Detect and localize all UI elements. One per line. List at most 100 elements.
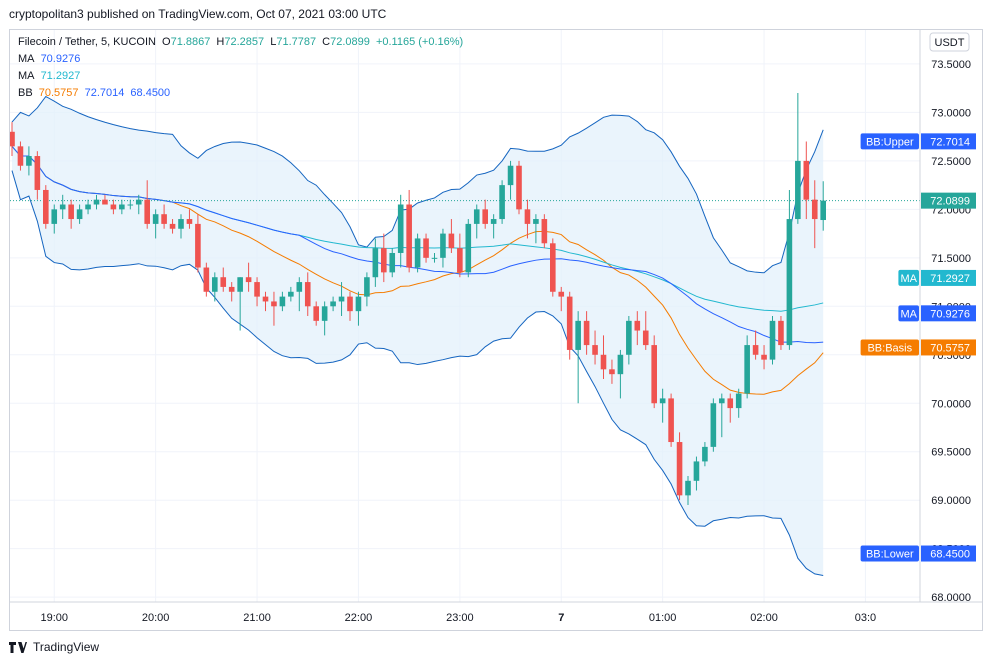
candle bbox=[786, 189, 793, 350]
candle-body bbox=[769, 320, 776, 360]
price-label-value: 70.5757 bbox=[930, 342, 970, 354]
candle-body bbox=[254, 282, 260, 297]
candle bbox=[321, 301, 328, 336]
candle bbox=[659, 388, 666, 423]
x-tick-label: 03:0 bbox=[855, 612, 876, 624]
legend-o-label: O bbox=[162, 36, 171, 48]
candle-body bbox=[389, 252, 396, 273]
candle-body bbox=[110, 204, 117, 210]
price-label-name: MA bbox=[900, 273, 917, 285]
candle-body bbox=[702, 446, 708, 462]
candle bbox=[144, 180, 150, 229]
candle bbox=[440, 228, 446, 268]
legend-ma1-value: 70.9276 bbox=[40, 53, 81, 65]
currency-badge-box bbox=[929, 32, 970, 52]
candle-body bbox=[431, 257, 438, 259]
price-label-name: BB:Basis bbox=[867, 342, 912, 354]
price-label-tag bbox=[898, 269, 919, 286]
candle-body bbox=[76, 209, 83, 220]
candle-body bbox=[609, 369, 615, 375]
candle bbox=[178, 214, 184, 239]
candle-body bbox=[473, 209, 480, 224]
candle bbox=[617, 349, 624, 399]
candle bbox=[516, 160, 522, 215]
candle bbox=[203, 262, 210, 297]
y-tick-label: 69.0000 bbox=[931, 495, 971, 507]
candle bbox=[68, 199, 74, 229]
currency-badge-label: USDT bbox=[935, 37, 965, 49]
candle bbox=[330, 296, 336, 312]
candle bbox=[761, 345, 767, 370]
y-tick-label: 70.0000 bbox=[931, 398, 971, 410]
candle-body bbox=[119, 204, 125, 210]
x-tick-label: 20:00 bbox=[142, 612, 170, 624]
candle bbox=[609, 359, 615, 384]
legend-ma2-label: MA bbox=[18, 70, 35, 82]
y-tick-label: 68.0000 bbox=[931, 592, 971, 604]
candle bbox=[355, 291, 362, 326]
candle-body bbox=[271, 301, 277, 307]
price-label: BB:Basis 70.5757 bbox=[860, 339, 976, 356]
bollinger-upper-line bbox=[11, 95, 824, 274]
y-tick-label: 72.5000 bbox=[931, 156, 971, 168]
candle-body bbox=[330, 301, 336, 307]
candle-body bbox=[26, 156, 32, 166]
price-label-box bbox=[921, 192, 976, 209]
legend-low: 71.7787 bbox=[276, 36, 317, 48]
candle-body bbox=[583, 320, 590, 346]
price-label-box bbox=[921, 269, 976, 286]
currency-badge: USDT bbox=[929, 32, 970, 52]
legend-bb-basis: 70.5757 bbox=[38, 87, 79, 99]
candle-body bbox=[220, 277, 227, 287]
candle bbox=[626, 316, 632, 365]
candle-body bbox=[448, 233, 455, 249]
candle bbox=[338, 282, 345, 316]
candle-body bbox=[752, 345, 759, 355]
price-label-tag bbox=[860, 339, 919, 356]
candle bbox=[228, 282, 235, 302]
candle bbox=[693, 456, 700, 491]
candle-body bbox=[423, 238, 429, 258]
plot-area bbox=[10, 30, 920, 602]
legend-bb-label: BB bbox=[18, 87, 33, 99]
candle-body bbox=[693, 461, 700, 481]
candle bbox=[127, 199, 134, 210]
price-label-value: 72.7014 bbox=[930, 136, 970, 148]
candle-body bbox=[719, 398, 725, 404]
candle-body bbox=[279, 296, 286, 307]
candle-body bbox=[212, 277, 218, 292]
candle bbox=[651, 335, 657, 409]
candle bbox=[10, 122, 15, 157]
candle bbox=[719, 393, 725, 438]
candle bbox=[43, 185, 49, 229]
price-label-box bbox=[921, 545, 976, 562]
candle-body bbox=[727, 398, 734, 409]
candle-body bbox=[178, 219, 184, 229]
candle bbox=[465, 219, 472, 278]
y-tick-label: 69.5000 bbox=[931, 447, 971, 459]
candle-body bbox=[735, 393, 742, 409]
candle-body bbox=[516, 165, 522, 210]
candle-body bbox=[51, 209, 58, 224]
x-tick-label: 7 bbox=[558, 612, 564, 624]
candle bbox=[482, 199, 488, 229]
candle-body bbox=[288, 291, 294, 297]
candle bbox=[85, 199, 91, 215]
candle bbox=[431, 252, 438, 263]
candle bbox=[566, 291, 573, 360]
candle-body bbox=[355, 296, 362, 312]
candle bbox=[769, 316, 776, 365]
candle bbox=[220, 267, 227, 292]
candle-body bbox=[533, 219, 539, 224]
candle-body bbox=[803, 160, 810, 200]
candle bbox=[778, 316, 784, 350]
candle-body bbox=[465, 223, 472, 273]
footer-brand[interactable]: TradingView bbox=[9, 640, 99, 654]
candle-body bbox=[237, 277, 243, 292]
candle bbox=[372, 238, 379, 287]
legend-c-label: C bbox=[322, 36, 331, 48]
candle bbox=[423, 233, 429, 263]
price-label-tag bbox=[898, 305, 919, 322]
candle-body bbox=[152, 214, 159, 224]
